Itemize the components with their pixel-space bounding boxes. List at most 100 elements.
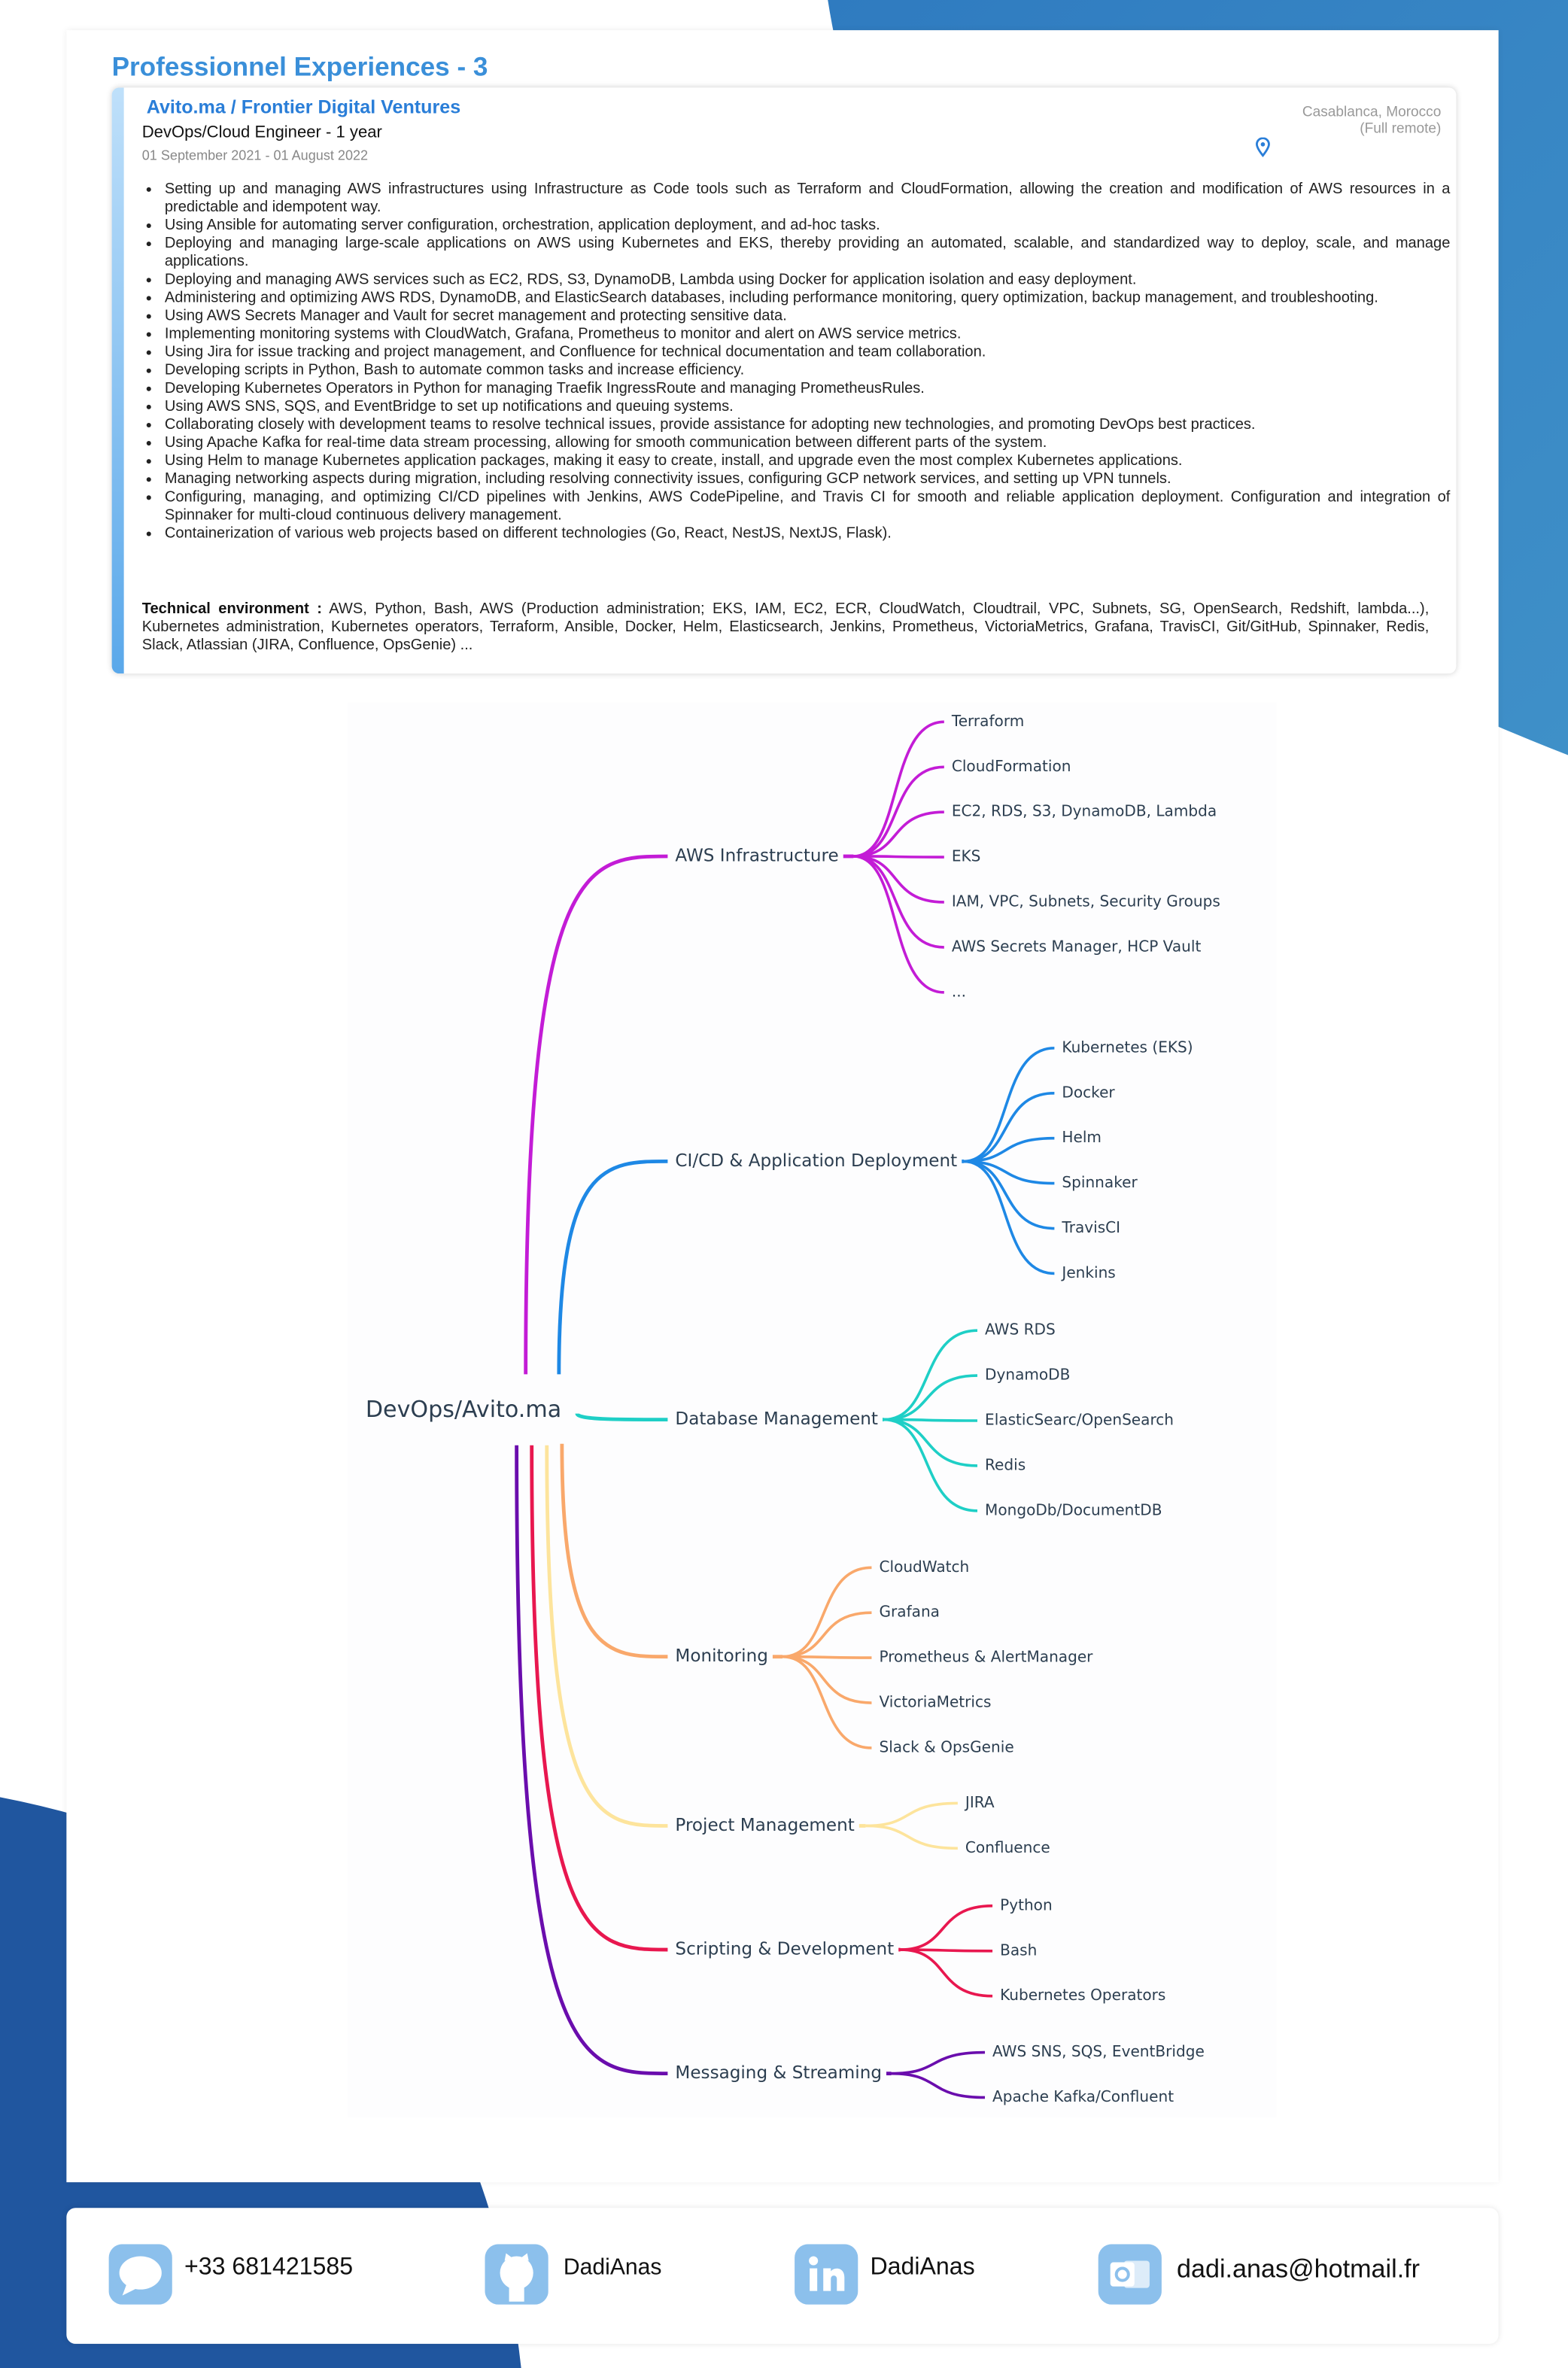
tech-environment: Technical environment : AWS, Python, Bas… [142,601,1430,655]
child-label: Python [1000,1895,1053,1914]
bullet: Using Apache Kafka for real-time data st… [165,435,1451,453]
branch-label: Messaging & Streaming [675,2063,882,2083]
child-link [883,1418,977,1467]
child-link [900,1904,993,1951]
bullet: Using AWS Secrets Manager and Vault for … [165,308,1451,326]
child-link [865,1824,958,1850]
branch-label: Monitoring [675,1646,767,1666]
child-link [900,1948,993,1998]
child-label: VictoriaMetrics [879,1693,991,1711]
child-label: Apache Kafka/Confluent [992,2087,1174,2105]
github: DadiAnas [563,2254,662,2281]
child-label: IAM, VPC, Subnets, Security Groups [952,892,1220,910]
phone: +33 681421585 [184,2254,354,2281]
bullet: Developing Kubernetes Operators in Pytho… [165,381,1451,399]
child-label: ... [952,982,966,1000]
child-label: DynamoDB [985,1366,1070,1384]
child-label: AWS SNS, SQS, EventBridge [992,2042,1205,2060]
child-link [963,1160,1055,1185]
child-label: MongoDb/DocumentDB [985,1500,1162,1518]
child-link [883,1418,977,1422]
child-label: EC2, RDS, S3, DynamoDB, Lambda [952,802,1217,820]
child-label: Confluence [965,1838,1050,1856]
child-label: TravisCI [1061,1218,1120,1236]
child-link [782,1655,872,1704]
child-link [782,1566,872,1658]
child-label: CloudWatch [879,1558,969,1576]
child-link [883,1374,977,1421]
child-link [900,1948,993,1953]
branch-label: CI/CD & Application Deployment [675,1151,957,1171]
branch-label: Project Management [675,1816,854,1835]
child-link [891,2050,986,2075]
bullet: Collaborating closely with development t… [165,417,1451,435]
city: Casablanca, Morocco [1302,104,1442,121]
child-link [883,1329,977,1421]
child-link [782,1611,872,1658]
child-label: Helm [1062,1128,1102,1146]
bullet: Using Ansible for automating server conf… [165,217,1451,236]
child-link [963,1091,1055,1163]
github-icon [485,2244,548,2305]
bullet: Deploying and managing large-scale appli… [165,236,1451,272]
bullet: Deploying and managing AWS services such… [165,272,1451,290]
child-label: Kubernetes Operators [1000,1986,1165,2004]
pin-icon [1256,137,1270,157]
bullet: Developing scripts in Python, Bash to au… [165,363,1451,381]
linkedin-icon [795,2244,858,2305]
child-label: Spinnaker [1062,1173,1138,1191]
child-label: Docker [1062,1083,1115,1101]
child-label: Slack & OpsGenie [879,1737,1013,1755]
tech-text: AWS, Python, Bash, AWS (Production admin… [141,600,1430,655]
child-link [853,720,944,858]
bullet: Using Helm to manage Kubernetes applicat… [165,453,1451,471]
bullet: Containerization of various web projects… [165,525,1451,543]
child-link [963,1160,1055,1230]
branch-link [560,1443,668,1659]
child-label: Prometheus & AlertManager [879,1648,1093,1666]
child-label: Terraform [951,712,1024,730]
branch-label: AWS Infrastructure [675,846,838,865]
bullet-list: Setting up and managing AWS infrastructu… [145,181,1451,544]
child-link [853,855,944,904]
location: Casablanca, Morocco (Full remote) [1302,104,1441,137]
branch-link [524,854,668,1375]
branch-label: Scripting & Development [675,1940,894,1959]
child-label: Jenkins [1060,1263,1115,1281]
child-label: EKS [952,847,981,865]
child-link [865,1801,958,1828]
child-link [853,765,944,858]
child-label: Kubernetes (EKS) [1062,1038,1193,1056]
child-label: Redis [985,1455,1026,1473]
child-label: CloudFormation [952,757,1071,775]
section-title: Professionnel Experiences - 3 [111,51,488,82]
bullet: Configuring, managing, and optimizing CI… [165,489,1451,525]
child-link [853,855,944,994]
bullet: Administering and optimizing AWS RDS, Dy… [165,290,1451,308]
bullet: Setting up and managing AWS infrastructu… [165,181,1451,217]
branch-link [557,1159,668,1375]
bullet: Using Jira for issue tracking and projec… [165,345,1451,363]
mode: (Full remote) [1360,120,1442,138]
child-link [883,1418,977,1512]
branch-link [575,1412,668,1422]
company: Avito.ma / Frontier Digital Ventures [146,96,461,118]
child-label: AWS RDS [985,1321,1056,1339]
experience-card: Avito.ma / Frontier Digital Ventures Dev… [111,87,1457,674]
child-link [853,855,944,949]
email: dadi.anas@hotmail.fr [1177,2254,1421,2284]
accent-bar [111,87,124,674]
mindmap-bg [347,702,1277,2117]
child-label: JIRA [964,1793,995,1811]
bullet: Implementing monitoring systems with Clo… [165,327,1451,345]
child-link [853,855,944,859]
bullet: Managing networking aspects during migra… [165,471,1451,489]
branch-label: Database Management [675,1409,878,1429]
email-icon [1098,2244,1162,2305]
tech-label: Technical environment : [141,600,322,618]
root-node: DevOps/Avito.ma [366,1397,561,1423]
child-link [782,1655,872,1659]
role: DevOps/Cloud Engineer - 1 year [141,123,382,142]
